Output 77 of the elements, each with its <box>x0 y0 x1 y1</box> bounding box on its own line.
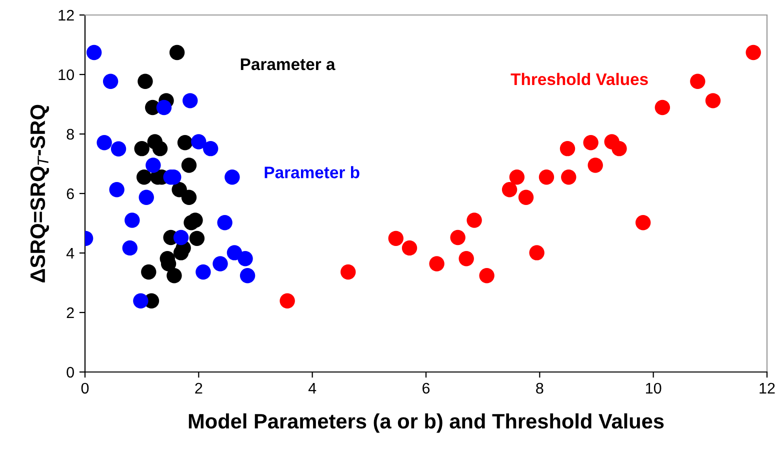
point <box>182 93 198 108</box>
point <box>146 158 161 173</box>
point <box>583 135 598 150</box>
point <box>458 251 474 266</box>
x-tick-label: 6 <box>422 382 430 394</box>
point <box>429 256 444 272</box>
x-tick-label: 0 <box>81 382 89 394</box>
point <box>705 93 721 108</box>
point <box>450 230 466 246</box>
y-tick-label: 2 <box>66 307 74 318</box>
y-tick-label: 10 <box>58 69 74 80</box>
point <box>191 134 206 150</box>
point <box>202 140 218 156</box>
point <box>561 170 576 185</box>
y-tick-label: 4 <box>66 248 74 259</box>
point <box>466 212 482 228</box>
point <box>518 190 534 205</box>
point <box>502 182 518 198</box>
y-axis-title: ΔSRQ=SRQ$_{T}$-SRQ <box>30 104 49 282</box>
point <box>690 74 706 89</box>
point <box>181 190 197 205</box>
x-tick-label: 12 <box>760 382 775 394</box>
y-tick-label: 0 <box>66 366 74 378</box>
point <box>746 44 761 60</box>
x-axis-title: Model Parameters (a or b) and Threshold Values <box>188 413 664 433</box>
point <box>177 135 193 150</box>
point <box>109 182 124 198</box>
series-label: Threshold Values <box>510 72 648 86</box>
point <box>156 100 172 116</box>
point <box>110 141 126 156</box>
point <box>138 74 153 89</box>
point <box>635 215 651 230</box>
x-tick-label: 10 <box>646 382 662 394</box>
point <box>184 215 199 230</box>
point <box>166 268 182 284</box>
point <box>612 140 627 156</box>
point <box>133 293 148 309</box>
point <box>402 240 418 256</box>
series-label: Parameter b <box>264 166 360 178</box>
point <box>173 245 189 260</box>
point <box>96 135 112 150</box>
text: Parameter a <box>240 58 336 70</box>
y-tick-label: 12 <box>58 10 74 21</box>
point <box>217 215 232 230</box>
point <box>212 256 228 272</box>
x-tick-label: 4 <box>308 382 316 394</box>
point <box>280 293 295 309</box>
x-tick-label: 2 <box>195 382 202 394</box>
point <box>136 170 152 185</box>
point <box>169 44 185 60</box>
y-tick-label: 6 <box>66 188 74 200</box>
point <box>134 140 150 156</box>
point <box>654 100 670 116</box>
point <box>479 268 494 284</box>
point <box>181 158 197 173</box>
point <box>509 170 525 185</box>
point <box>538 170 554 185</box>
y-tick-label: 8 <box>66 128 74 140</box>
point <box>86 44 102 60</box>
point <box>189 230 205 246</box>
point <box>529 245 544 260</box>
point <box>196 264 211 280</box>
point <box>240 268 256 284</box>
point <box>122 240 138 256</box>
point <box>124 212 140 228</box>
point <box>138 190 154 205</box>
point <box>102 74 118 89</box>
point <box>560 140 576 156</box>
point <box>238 251 253 266</box>
x-tick-label: 8 <box>536 382 544 394</box>
point <box>588 158 603 173</box>
point <box>173 230 189 246</box>
point <box>388 230 404 246</box>
point <box>224 170 240 185</box>
point <box>152 140 168 156</box>
point <box>340 264 356 280</box>
point <box>141 264 156 280</box>
